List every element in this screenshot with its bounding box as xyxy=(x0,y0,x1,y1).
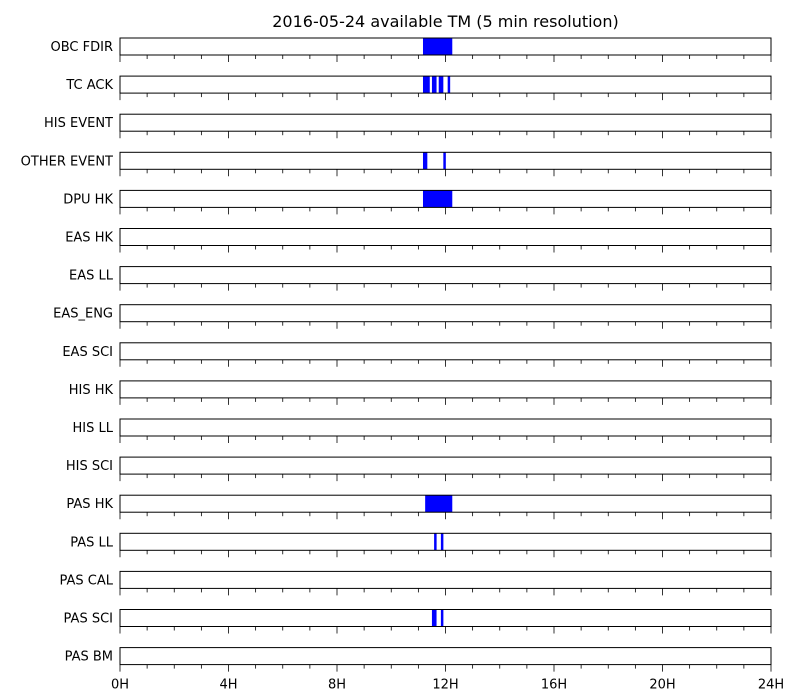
x-tick-label-12: 12H xyxy=(432,678,458,693)
row-frame-his-sci xyxy=(119,456,772,475)
availability-bar-other-event-1 xyxy=(443,152,446,170)
x-tick-label-4: 4H xyxy=(219,678,237,693)
availability-bar-pas-hk-0 xyxy=(425,495,453,513)
row-label-his-event: HIS EVENT xyxy=(44,116,113,131)
row-label-pas-sci: PAS SCI xyxy=(64,612,113,627)
row-label-his-ll: HIS LL xyxy=(73,421,114,436)
row-label-tc-ack: TC ACK xyxy=(65,78,113,93)
row-frame-his-ll xyxy=(119,418,772,437)
x-tick-label-0: 0H xyxy=(111,678,129,693)
row-frame-pas-cal xyxy=(119,570,772,589)
row-label-his-sci: HIS SCI xyxy=(66,459,113,474)
x-tick-label-16: 16H xyxy=(541,678,567,693)
row-frame-his-event xyxy=(119,113,772,132)
row-frame-eas-eng xyxy=(119,304,772,323)
availability-bar-obc-fdir-0 xyxy=(422,38,453,55)
row-label-his-hk: HIS HK xyxy=(69,383,114,398)
row-label-other-event: OTHER EVENT xyxy=(21,154,113,169)
availability-bar-pas-sci-1 xyxy=(440,609,444,627)
row-label-eas-ll: EAS LL xyxy=(69,269,114,284)
availability-bar-tc-ack-1 xyxy=(431,76,437,94)
availability-bar-tc-ack-2 xyxy=(438,76,444,94)
row-frame-his-hk xyxy=(119,380,772,399)
row-label-eas-eng: EAS_ENG xyxy=(53,307,113,322)
x-tick-label-24: 24H xyxy=(758,678,784,693)
row-label-pas-hk: PAS HK xyxy=(66,497,113,512)
row-label-pas-ll: PAS LL xyxy=(70,535,114,550)
availability-bar-pas-sci-0 xyxy=(431,609,437,627)
availability-bar-pas-ll-0 xyxy=(434,533,437,551)
chart-title: 2016-05-24 available TM (5 min resolutio… xyxy=(272,12,619,31)
row-label-eas-hk: EAS HK xyxy=(65,231,113,246)
row-label-pas-bm: PAS BM xyxy=(65,650,113,665)
row-frame-tc-ack xyxy=(119,75,772,94)
row-label-obc-fdir: OBC FDIR xyxy=(51,40,114,55)
x-tick-label-8: 8H xyxy=(328,678,346,693)
row-frame-pas-sci xyxy=(119,609,772,627)
row-frame-eas-ll xyxy=(119,266,772,285)
row-frame-pas-bm xyxy=(119,647,772,666)
row-label-eas-sci: EAS SCI xyxy=(62,345,113,360)
availability-bar-tc-ack-3 xyxy=(447,76,451,94)
row-frame-pas-ll xyxy=(119,532,772,551)
row-frame-eas-sci xyxy=(119,342,772,361)
availability-bar-tc-ack-0 xyxy=(422,76,430,94)
availability-bar-other-event-0 xyxy=(422,152,428,170)
availability-bar-dpu-hk-0 xyxy=(422,190,453,208)
row-label-dpu-hk: DPU HK xyxy=(63,192,113,207)
x-tick-label-20: 20H xyxy=(649,678,675,693)
availability-bar-pas-ll-1 xyxy=(440,533,444,551)
row-frame-eas-hk xyxy=(119,228,772,246)
row-label-pas-cal: PAS CAL xyxy=(60,573,114,588)
